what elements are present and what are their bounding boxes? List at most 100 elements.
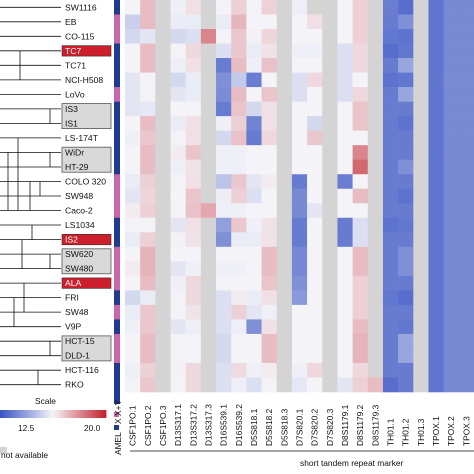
heatmap-cell bbox=[246, 87, 262, 102]
heatmap-cell bbox=[428, 217, 444, 233]
heatmap-cell bbox=[443, 261, 460, 277]
heatmap-cell bbox=[276, 246, 293, 262]
heatmap-cell bbox=[322, 159, 338, 175]
heatmap-cell bbox=[125, 14, 141, 30]
heatmap-cell bbox=[458, 101, 474, 117]
row-label: IS3 bbox=[65, 104, 78, 114]
heatmap-cell bbox=[307, 377, 323, 393]
heatmap-cell bbox=[200, 333, 217, 349]
heatmap-cell bbox=[367, 232, 384, 248]
heatmap-cell bbox=[246, 29, 262, 44]
scale-step bbox=[72, 410, 75, 418]
heatmap-cell bbox=[458, 304, 474, 320]
heatmap-cell bbox=[307, 174, 323, 190]
amel-cell bbox=[114, 43, 120, 59]
heatmap-cell bbox=[443, 188, 460, 204]
heatmap-cell bbox=[443, 130, 460, 146]
heatmap-cell bbox=[413, 377, 429, 393]
heatmap-cell bbox=[155, 14, 171, 30]
scale-step bbox=[102, 410, 105, 418]
heatmap-cell bbox=[170, 159, 186, 175]
scale-step bbox=[53, 410, 56, 418]
heatmap-cell bbox=[231, 43, 247, 59]
heatmap-cell bbox=[307, 0, 323, 15]
amel-cell bbox=[114, 87, 120, 102]
column-label: D5S818.1 bbox=[249, 408, 259, 446]
amel-cell bbox=[114, 29, 120, 44]
cell-line-highlight-box bbox=[61, 277, 112, 289]
heatmap-cell bbox=[246, 333, 262, 349]
heatmap-cell bbox=[413, 72, 429, 88]
heatmap-cell bbox=[413, 261, 429, 277]
heatmap-cell bbox=[261, 275, 278, 291]
heatmap-cell bbox=[185, 188, 202, 204]
heatmap-cell bbox=[307, 14, 323, 30]
heatmap-cell bbox=[291, 217, 308, 233]
heatmap-cell bbox=[382, 14, 399, 30]
heatmap-cell bbox=[307, 348, 323, 364]
heatmap-cell bbox=[261, 362, 278, 378]
heatmap-cell bbox=[276, 159, 293, 175]
heatmap-cell bbox=[443, 275, 460, 291]
heatmap-cell bbox=[261, 319, 278, 335]
heatmap-cell bbox=[140, 261, 156, 277]
heatmap-cell bbox=[200, 377, 217, 393]
heatmap-cell bbox=[246, 0, 262, 15]
heatmap-cell bbox=[382, 159, 399, 175]
heatmap-cell bbox=[367, 116, 384, 131]
scale-step bbox=[86, 410, 89, 418]
heatmap-cell bbox=[307, 130, 323, 146]
heatmap-cell bbox=[246, 58, 262, 73]
heatmap-cell bbox=[367, 261, 384, 277]
heatmap-cell bbox=[322, 203, 338, 219]
heatmap-cell bbox=[200, 275, 217, 291]
amel-cell bbox=[114, 145, 120, 161]
heatmap-cell bbox=[307, 159, 323, 175]
column-label: D13S317.1 bbox=[173, 404, 183, 446]
heatmap-cell bbox=[200, 130, 217, 146]
na-legend-swatch bbox=[0, 447, 7, 454]
heatmap-cell bbox=[185, 87, 202, 102]
heatmap-cell bbox=[337, 232, 353, 248]
heatmap-cell bbox=[428, 304, 444, 320]
heatmap-cell bbox=[200, 145, 217, 161]
heatmap-cell bbox=[125, 290, 141, 306]
heatmap-cell bbox=[155, 159, 171, 175]
heatmap-cell bbox=[140, 174, 156, 190]
cell-line-group-box bbox=[61, 248, 112, 275]
heatmap-cell bbox=[443, 101, 460, 117]
heatmap-cell bbox=[140, 87, 156, 102]
heatmap-cell bbox=[291, 333, 308, 349]
heatmap-cell bbox=[428, 333, 444, 349]
scale-tick-low: 12.5 bbox=[18, 423, 35, 433]
heatmap-cell bbox=[246, 232, 262, 248]
heatmap-cell bbox=[246, 43, 262, 59]
heatmap-cell bbox=[261, 246, 278, 262]
heatmap-cell bbox=[170, 246, 186, 262]
heatmap-cell bbox=[140, 246, 156, 262]
scale-step bbox=[60, 410, 63, 418]
heatmap-cell bbox=[185, 116, 202, 131]
heatmap-cell bbox=[428, 348, 444, 364]
heatmap-cell bbox=[382, 101, 399, 117]
heatmap-cell bbox=[322, 116, 338, 131]
heatmap-cell bbox=[125, 246, 141, 262]
heatmap-cell bbox=[443, 377, 460, 393]
heatmap-cell bbox=[458, 290, 474, 306]
heatmap-cell bbox=[428, 116, 444, 131]
heatmap-cell bbox=[352, 333, 369, 349]
heatmap-cell bbox=[200, 261, 217, 277]
heatmap-cell bbox=[322, 348, 338, 364]
heatmap-cell bbox=[398, 188, 414, 204]
heatmap-cell bbox=[155, 174, 171, 190]
heatmap-cell bbox=[261, 29, 278, 44]
heatmap-cell bbox=[216, 319, 232, 335]
heatmap-cell bbox=[125, 203, 141, 219]
heatmap-cell bbox=[155, 290, 171, 306]
heatmap-cell bbox=[428, 362, 444, 378]
cell-line-group-box bbox=[61, 103, 112, 129]
cell-line-group-box bbox=[61, 335, 112, 362]
heatmap-cell bbox=[307, 362, 323, 378]
heatmap-cell bbox=[322, 72, 338, 88]
column-label: TH01.3 bbox=[416, 418, 426, 446]
